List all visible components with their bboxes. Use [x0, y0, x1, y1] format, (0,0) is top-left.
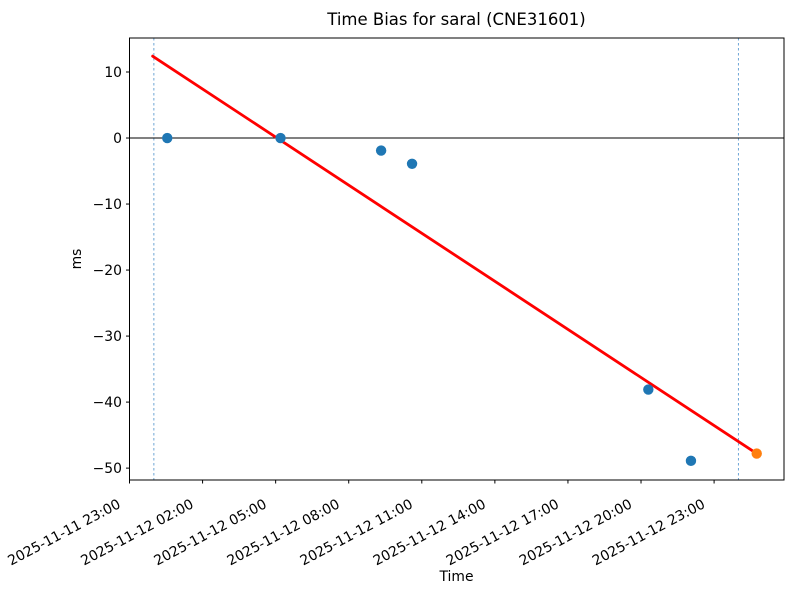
bias-measurements-point [685, 455, 697, 467]
bias-measurements-point [643, 384, 654, 395]
trend-line [151, 54, 759, 455]
x-axis-label: Time [439, 569, 474, 585]
bias-measurements-point [375, 145, 387, 156]
y-tick-label: 0 [113, 131, 122, 147]
y-tick-label: 10 [104, 65, 122, 81]
bias-measurements-point [406, 158, 418, 169]
bias-measurements-point [275, 132, 286, 144]
y-axis-label: ms [69, 248, 85, 270]
latest-measurement-point [751, 448, 762, 459]
y-tick-label: −10 [93, 197, 122, 213]
chart-title: Time Bias for saral (CNE31601) [327, 10, 586, 29]
y-tick-label: −50 [93, 461, 122, 477]
y-tick-label: −40 [93, 395, 122, 411]
y-tick-label: −20 [93, 263, 122, 279]
bias-measurements-point [162, 132, 173, 144]
y-tick-label: −30 [93, 329, 122, 345]
axes-spines [129, 37, 785, 481]
